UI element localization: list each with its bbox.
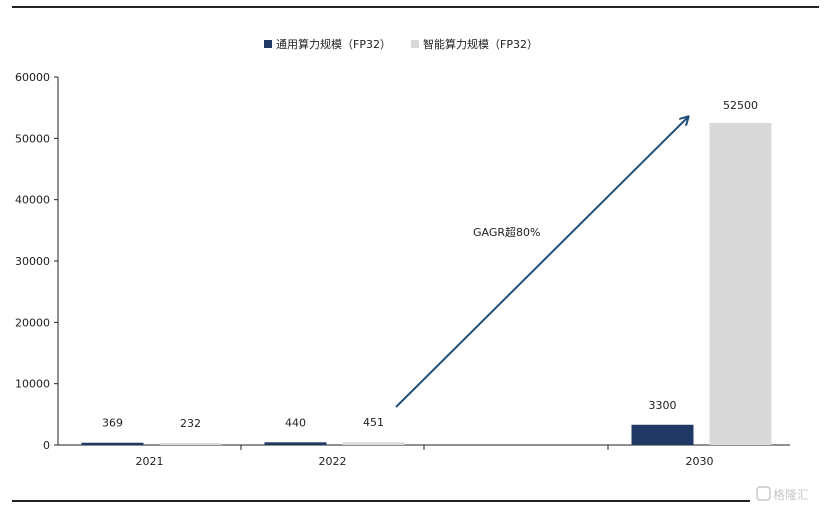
legend-label-intelligent: 智能算力规模（FP32） (423, 37, 538, 51)
y-tick-label: 40000 (15, 194, 50, 207)
bar (709, 123, 772, 445)
growth-arrow (395, 117, 688, 408)
growth-annotation: GAGR超80% (473, 225, 540, 239)
x-tick-label: 2030 (686, 455, 714, 468)
legend-swatch-general (264, 40, 272, 48)
bar (342, 442, 405, 445)
bars-layer (81, 123, 772, 445)
data-label: 232 (180, 417, 201, 430)
bar (159, 443, 222, 445)
data-label: 52500 (723, 99, 758, 112)
y-tick-label: 0 (43, 439, 50, 452)
data-label: 369 (102, 417, 123, 430)
bar (631, 424, 694, 445)
y-tick-label: 10000 (15, 378, 50, 391)
x-tick-label: 2022 (319, 455, 347, 468)
bar (264, 442, 327, 445)
y-axis-ticks: 0 10000 20000 30000 40000 50000 60000 (15, 71, 58, 452)
y-tick-label: 20000 (15, 316, 50, 329)
data-label: 451 (363, 416, 384, 429)
legend-swatch-intelligent (411, 40, 419, 48)
x-tick-label: 2021 (136, 455, 164, 468)
watermark-text: 格隆汇 (773, 487, 809, 502)
watermark: 格隆汇 (756, 486, 809, 502)
x-axis-ticks: 2021 2022 2030 (136, 445, 714, 468)
legend-label-general: 通用算力规模（FP32） (276, 37, 391, 51)
data-label: 440 (285, 416, 306, 429)
y-tick-label: 30000 (15, 255, 50, 268)
y-tick-label: 60000 (15, 71, 50, 84)
data-label: 3300 (649, 399, 677, 412)
y-tick-label: 50000 (15, 132, 50, 145)
logo-icon (756, 486, 771, 501)
bar (81, 442, 144, 445)
data-labels-layer: 369 232 440 451 3300 52500 (102, 99, 758, 430)
legend: 通用算力规模（FP32） 智能算力规模（FP32） (264, 37, 538, 51)
